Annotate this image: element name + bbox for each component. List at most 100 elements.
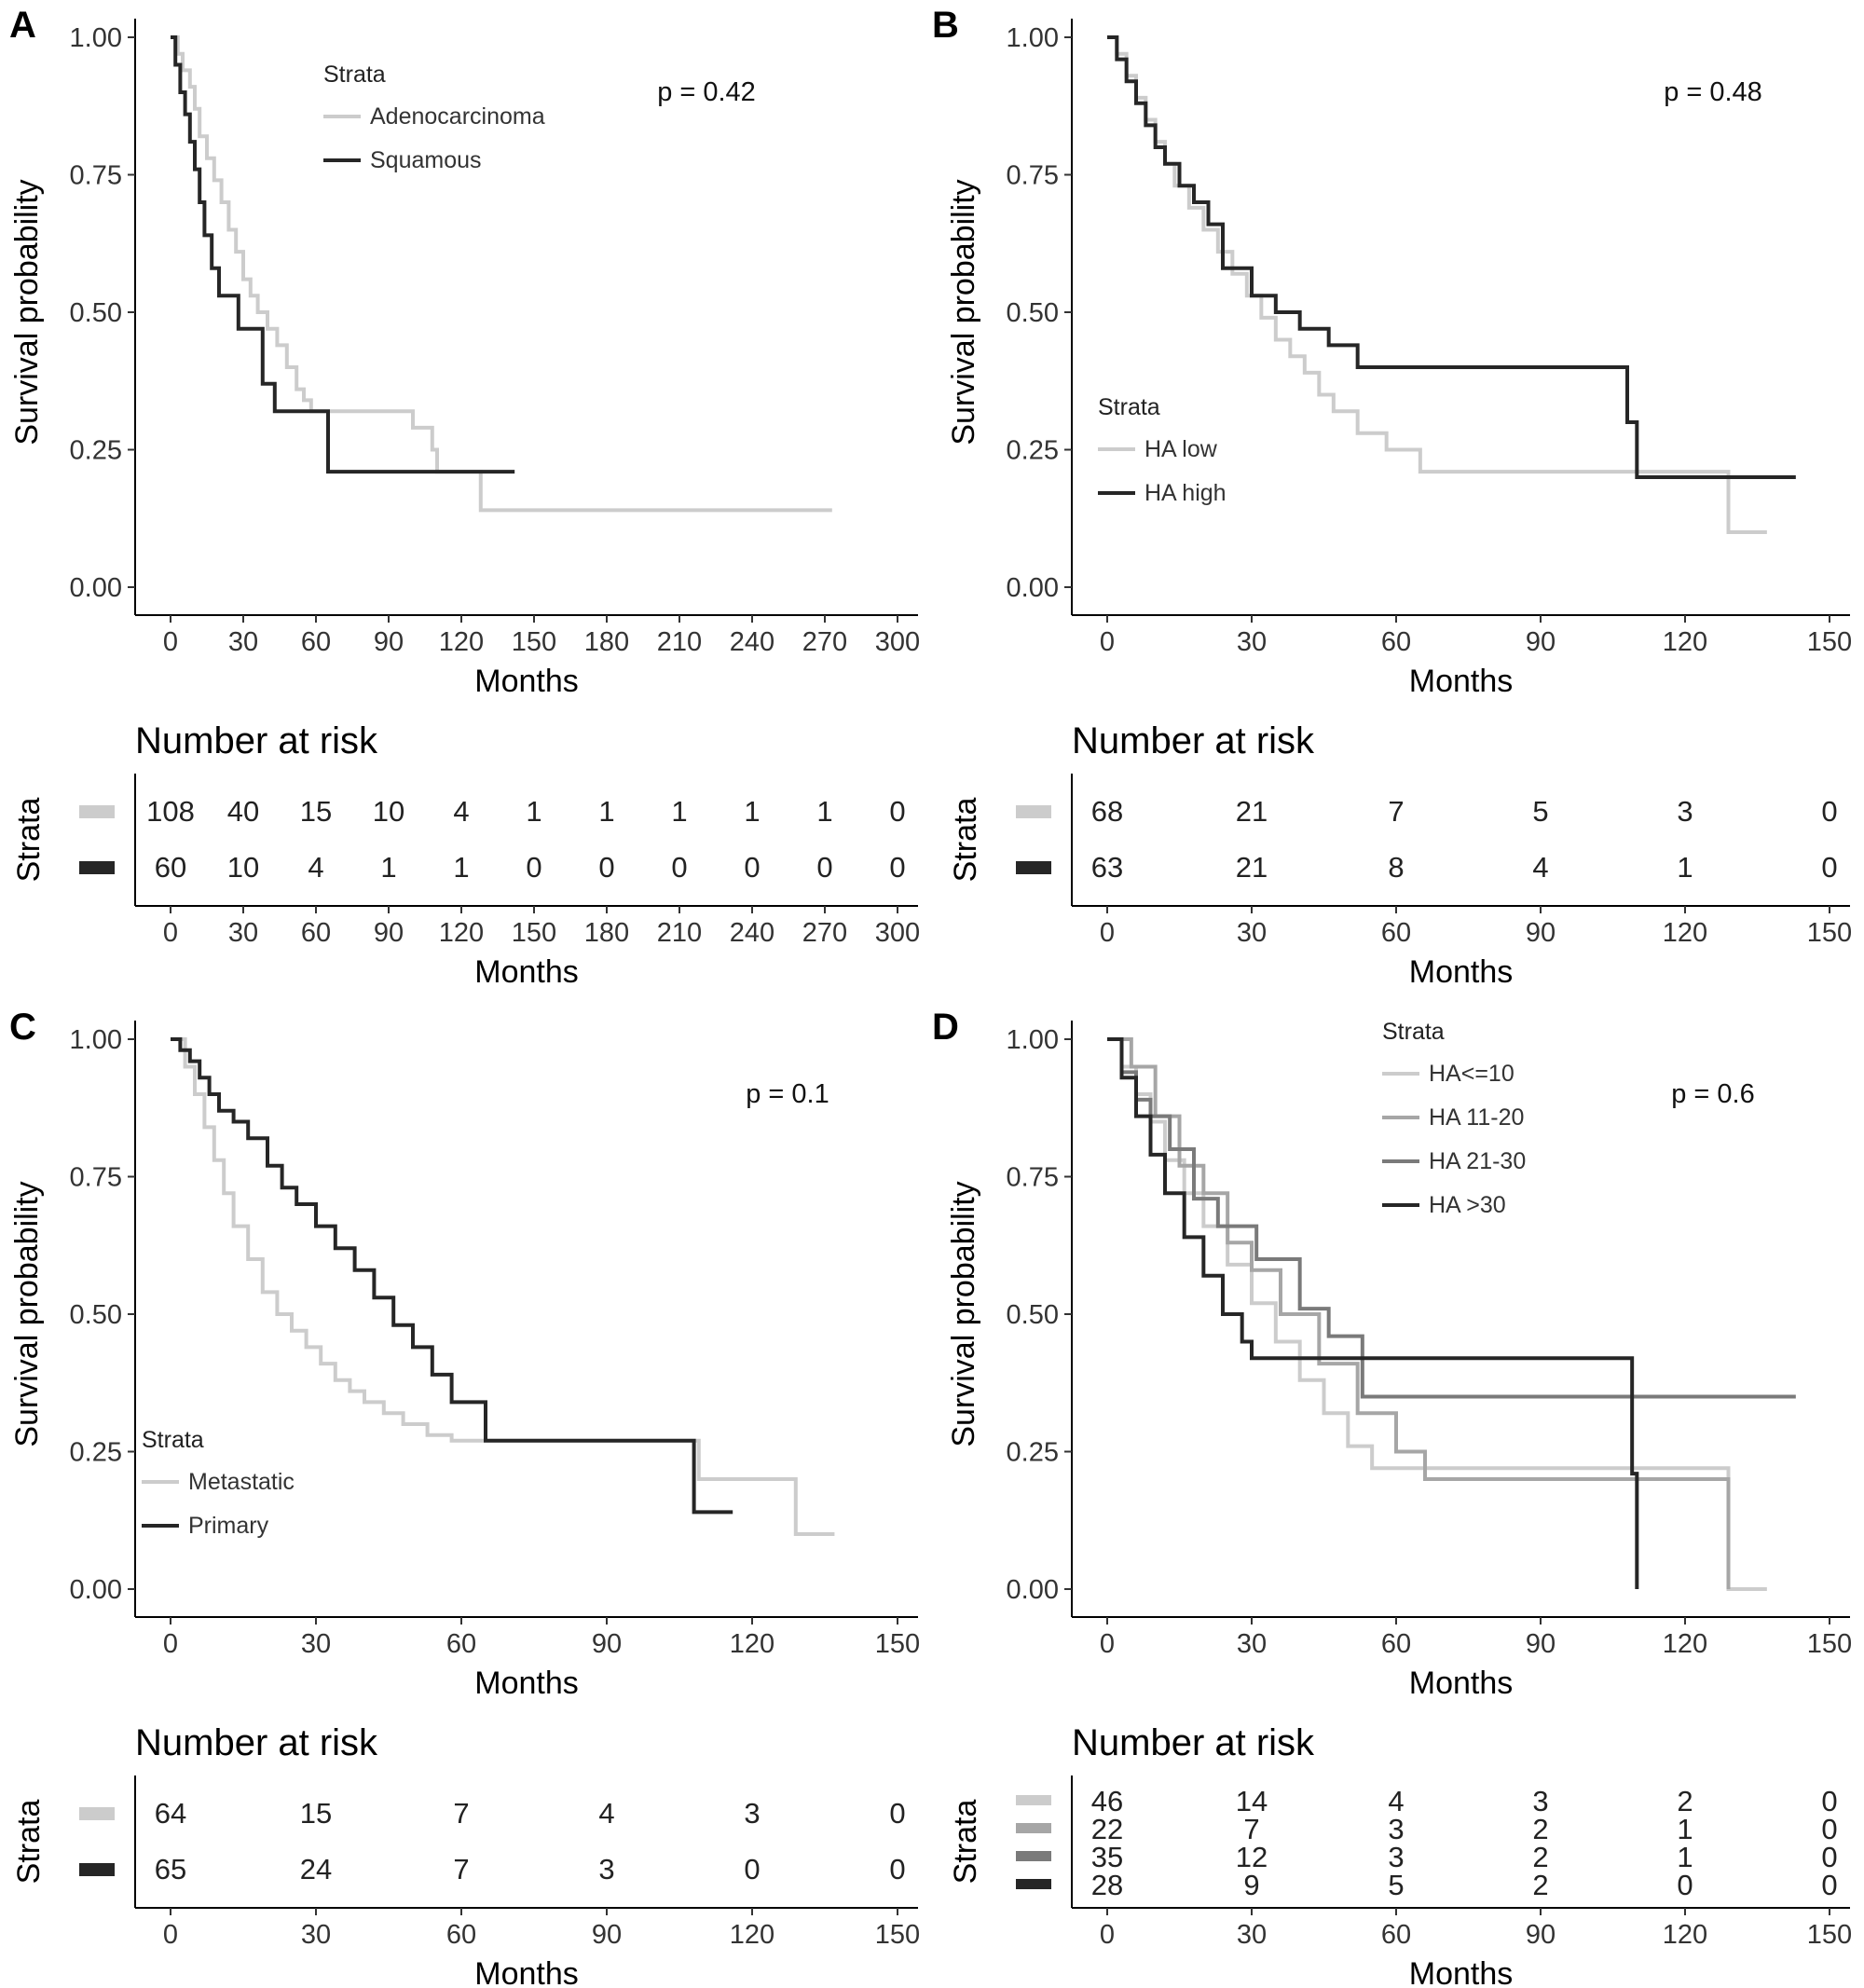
legend-label: HA 11-20 <box>1429 1104 1524 1131</box>
risk-x-tick-label: 0 <box>163 918 178 948</box>
y-tick-label: 0.50 <box>70 1300 122 1330</box>
legend-label: HA low <box>1144 436 1218 462</box>
p-value: p = 0.1 <box>746 1079 829 1109</box>
risk-count: 64 <box>155 1797 186 1830</box>
y-tick-label: 0.50 <box>70 298 122 328</box>
x-axis-title: Months <box>474 664 579 699</box>
risk-x-tick-label: 120 <box>439 918 484 948</box>
y-tick-label: 0.25 <box>70 1438 122 1468</box>
y-tick-label: 0.25 <box>1007 436 1059 466</box>
risk-strata-swatch <box>79 861 115 874</box>
y-tick-label: 1.00 <box>70 23 122 53</box>
risk-count: 15 <box>300 795 332 828</box>
risk-x-tick-label: 270 <box>802 918 847 948</box>
risk-strata-swatch <box>1016 1851 1051 1861</box>
risk-count: 0 <box>1821 1813 1837 1845</box>
risk-count: 65 <box>155 1853 186 1885</box>
y-axis-title: Survival probability <box>9 1181 45 1446</box>
x-tick-label: 120 <box>1663 1629 1707 1659</box>
risk-count: 35 <box>1091 1841 1123 1873</box>
risk-x-tick-label: 60 <box>446 1920 476 1950</box>
risk-count: 2 <box>1532 1813 1548 1845</box>
risk-table-title: Number at risk <box>135 1722 378 1763</box>
risk-count: 63 <box>1091 851 1123 884</box>
y-tick-label: 0.75 <box>1007 1163 1059 1193</box>
risk-count: 0 <box>1821 795 1837 828</box>
risk-count: 10 <box>373 795 404 828</box>
risk-count: 0 <box>889 851 905 884</box>
risk-count: 1 <box>1677 1841 1693 1873</box>
risk-count: 5 <box>1532 795 1548 828</box>
panel-d: D0.000.250.500.751.000 30 60 90 120 150Months… <box>932 1007 1852 1988</box>
risk-count: 0 <box>1677 1869 1693 1901</box>
panel-b: B0.000.250.500.751.000 30 60 90 120 150Months… <box>932 5 1852 990</box>
legend-label: HA high <box>1144 480 1227 506</box>
risk-count: 4 <box>1532 851 1548 884</box>
risk-count: 1 <box>744 795 760 828</box>
risk-count: 7 <box>1388 795 1404 828</box>
risk-count: 4 <box>598 1797 614 1830</box>
risk-count: 0 <box>1821 851 1837 884</box>
risk-table-title: Number at risk <box>1072 720 1315 761</box>
risk-x-tick-label: 150 <box>512 918 556 948</box>
risk-x-tick-label: 0 <box>1100 918 1115 948</box>
x-tick-label: 0 <box>1100 1629 1115 1659</box>
panel-c: C0.000.250.500.751.000 30 60 90 120 150Months… <box>9 1007 920 1988</box>
risk-x-tick-label: 90 <box>1526 1920 1556 1950</box>
x-tick-label: 270 <box>802 627 847 657</box>
risk-count: 3 <box>1532 1785 1548 1817</box>
km-curve-squamous <box>171 35 515 474</box>
risk-count: 1 <box>598 795 614 828</box>
x-tick-label: 30 <box>228 627 258 657</box>
legend-title: Strata <box>1382 1019 1445 1045</box>
risk-count: 0 <box>889 795 905 828</box>
risk-count: 7 <box>453 1853 469 1885</box>
x-tick-label: 60 <box>446 1629 476 1659</box>
risk-count: 5 <box>1388 1869 1404 1901</box>
x-tick-label: 180 <box>584 627 629 657</box>
risk-x-tick-label: 180 <box>584 918 629 948</box>
risk-count: 3 <box>1388 1841 1404 1873</box>
risk-count: 7 <box>453 1797 469 1830</box>
risk-x-tick-label: 240 <box>730 918 774 948</box>
risk-x-tick-label: 300 <box>875 918 920 948</box>
y-tick-label: 0.00 <box>70 1575 122 1605</box>
x-tick-label: 30 <box>301 1629 331 1659</box>
risk-count: 1 <box>1677 851 1693 884</box>
risk-x-tick-label: 150 <box>875 1920 920 1950</box>
risk-count: 14 <box>1236 1785 1268 1817</box>
x-tick-label: 30 <box>1237 627 1267 657</box>
risk-count: 68 <box>1091 795 1123 828</box>
risk-strata-swatch <box>79 1863 115 1876</box>
risk-count: 1 <box>453 851 469 884</box>
km-curve-ha-30 <box>1107 1037 1639 1589</box>
risk-count: 8 <box>1388 851 1404 884</box>
risk-x-tick-label: 90 <box>1526 918 1556 948</box>
risk-x-axis-title: Months <box>474 954 579 990</box>
risk-x-tick-label: 0 <box>163 1920 178 1950</box>
risk-strata-swatch <box>79 805 115 818</box>
risk-count: 0 <box>889 1797 905 1830</box>
risk-count: 0 <box>744 1853 760 1885</box>
risk-strata-swatch <box>1016 861 1051 874</box>
y-tick-label: 0.75 <box>70 1163 122 1193</box>
risk-count: 0 <box>1821 1785 1837 1817</box>
x-axis-title: Months <box>1409 1666 1514 1701</box>
risk-count: 1 <box>1677 1813 1693 1845</box>
risk-x-tick-label: 120 <box>1663 1920 1707 1950</box>
x-tick-label: 90 <box>592 1629 622 1659</box>
risk-count: 0 <box>526 851 541 884</box>
x-tick-label: 150 <box>1807 1629 1852 1659</box>
y-axis-title: Survival probability <box>9 179 45 445</box>
x-tick-label: 150 <box>1807 627 1852 657</box>
panel-letter-c: C <box>9 1007 36 1048</box>
x-tick-label: 120 <box>1663 627 1707 657</box>
risk-count: 0 <box>744 851 760 884</box>
risk-count: 3 <box>1388 1813 1404 1845</box>
km-curve-primary <box>171 1037 733 1515</box>
risk-count: 2 <box>1532 1841 1548 1873</box>
risk-count: 22 <box>1091 1813 1123 1845</box>
risk-x-tick-label: 150 <box>1807 918 1852 948</box>
y-tick-label: 0.00 <box>1007 1575 1059 1605</box>
